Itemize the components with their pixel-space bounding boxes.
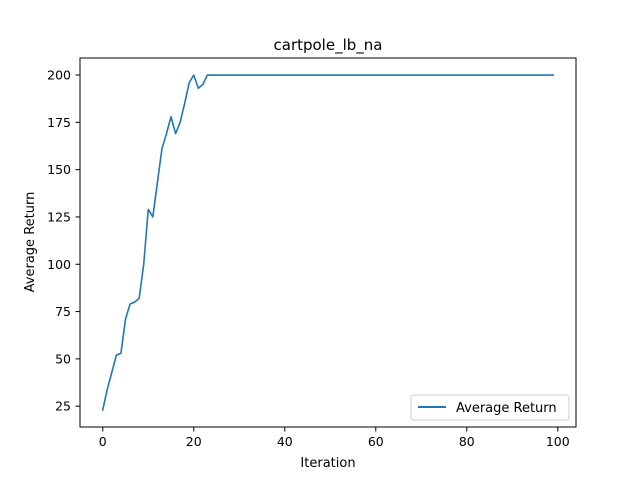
y-tick-label: 50 bbox=[55, 351, 71, 366]
plot-frame bbox=[79, 57, 577, 428]
legend: Average Return bbox=[410, 394, 570, 421]
y-axis-label: Average Return bbox=[23, 192, 38, 293]
y-tick-label: 200 bbox=[47, 68, 71, 83]
x-tick-label: 20 bbox=[186, 434, 202, 449]
y-tick-label: 100 bbox=[47, 257, 71, 272]
y-tick-label: 125 bbox=[47, 209, 71, 224]
plot-lines bbox=[101, 74, 555, 411]
x-axis-label: Iteration bbox=[300, 456, 355, 471]
x-tick-label: 80 bbox=[459, 434, 475, 449]
chart-title: cartpole_lb_na bbox=[274, 36, 383, 55]
x-tick-label: 0 bbox=[99, 434, 107, 449]
x-tick-label: 60 bbox=[368, 434, 384, 449]
x-tick-label: 100 bbox=[546, 434, 570, 449]
series-line-0 bbox=[101, 74, 555, 411]
y-tick-label: 150 bbox=[47, 162, 71, 177]
y-tick-label: 25 bbox=[55, 399, 71, 414]
legend-box bbox=[410, 394, 570, 421]
y-axis-ticks: 25 50 75 100 125 150 175 200 bbox=[47, 68, 80, 414]
y-tick-label: 75 bbox=[55, 304, 71, 319]
legend-label: Average Return bbox=[456, 401, 557, 416]
x-axis-ticks: 0 20 40 60 80 100 bbox=[99, 427, 570, 449]
x-tick-label: 40 bbox=[277, 434, 293, 449]
y-tick-label: 175 bbox=[47, 115, 71, 130]
